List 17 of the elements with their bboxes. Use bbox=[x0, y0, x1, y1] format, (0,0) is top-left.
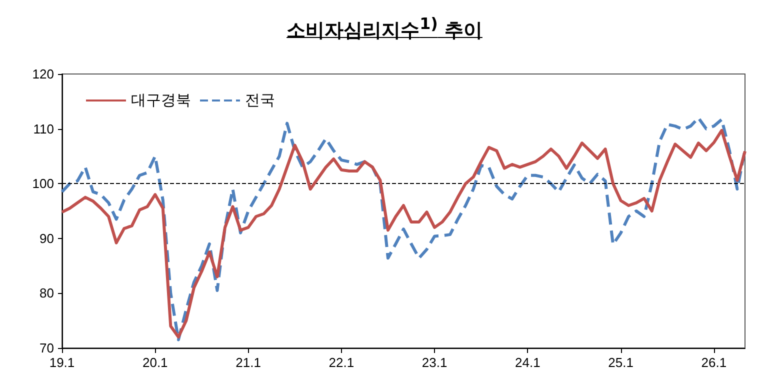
y-tick-label: 120 bbox=[32, 66, 54, 82]
x-tick-label: 19.1 bbox=[49, 355, 75, 370]
y-tick-label: 70 bbox=[40, 340, 54, 356]
x-tick-label: 21.1 bbox=[236, 355, 261, 370]
y-tick-label: 80 bbox=[40, 286, 54, 301]
legend-label: 전국 bbox=[245, 92, 275, 109]
x-tick-label: 22.1 bbox=[328, 355, 354, 370]
x-tick-label: 26.1 bbox=[701, 355, 727, 370]
x-tick-label: 25.1 bbox=[608, 355, 634, 370]
x-tick-label: 20.1 bbox=[142, 355, 168, 370]
y-tick-label: 90 bbox=[40, 230, 54, 246]
y-tick-label: 110 bbox=[33, 121, 54, 136]
x-tick-label: 23.1 bbox=[422, 355, 448, 370]
chart-title: 소비자심리지수$^{1)}$ 추이 bbox=[286, 14, 484, 44]
y-tick-label: 100 bbox=[32, 176, 54, 192]
legend-label: 대구경북 bbox=[131, 92, 191, 109]
x-tick-label: 24.1 bbox=[515, 355, 540, 370]
